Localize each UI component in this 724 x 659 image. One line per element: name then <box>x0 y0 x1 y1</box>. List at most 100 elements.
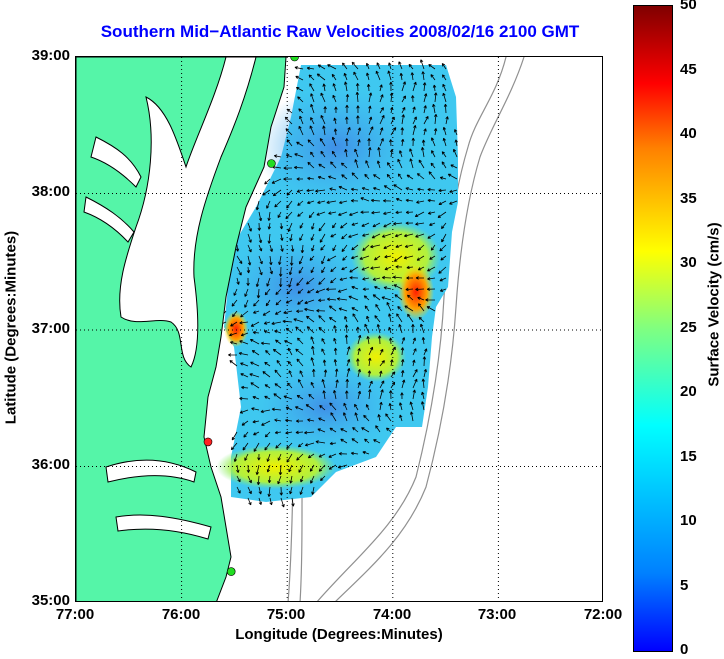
velocity-arrow <box>287 382 293 389</box>
velocity-arrow <box>383 222 392 228</box>
velocity-arrow <box>316 211 326 216</box>
velocity-arrow <box>346 367 351 378</box>
velocity-arrow <box>368 116 373 125</box>
velocity-arrow <box>430 244 436 251</box>
velocity-arrow <box>293 318 304 323</box>
velocity-arrow <box>306 315 315 323</box>
velocity-arrow <box>310 151 315 158</box>
velocity-arrow <box>290 244 295 252</box>
velocity-arrow <box>399 150 403 158</box>
velocity-arrow <box>318 315 326 323</box>
velocity-arrow <box>250 321 260 327</box>
velocity-arrow <box>307 453 315 459</box>
colorbar-tick-label: 15 <box>680 447 697 465</box>
velocity-arrow <box>300 475 304 483</box>
velocity-arrow <box>376 324 381 334</box>
velocity-arrow <box>330 277 337 284</box>
velocity-arrow <box>297 200 304 206</box>
station-marker <box>290 57 299 62</box>
velocity-arrow <box>412 106 416 114</box>
velocity-arrow <box>386 301 392 312</box>
velocity-arrow <box>334 106 338 114</box>
velocity-arrow <box>236 464 240 473</box>
velocity-arrow <box>422 356 427 367</box>
velocity-arrow <box>249 373 260 378</box>
velocity-arrow <box>382 275 392 280</box>
velocity-arrow <box>289 475 293 484</box>
velocity-arrow <box>332 83 337 92</box>
velocity-arrow <box>297 299 304 305</box>
velocity-arrow <box>423 115 429 125</box>
velocity-arrow <box>371 210 381 215</box>
velocity-arrow <box>257 222 261 231</box>
velocity-arrow <box>341 244 348 253</box>
velocity-arrow <box>423 105 427 114</box>
velocity-arrow <box>266 277 271 287</box>
velocity-arrow <box>412 369 418 378</box>
velocity-arrow <box>412 125 417 136</box>
velocity-arrow <box>232 310 238 318</box>
velocity-arrow <box>361 266 370 271</box>
velocity-arrow <box>342 255 348 261</box>
velocity-arrow <box>272 189 282 197</box>
velocity-arrow <box>240 362 249 367</box>
velocity-arrow <box>249 339 260 345</box>
velocity-arrow <box>283 310 293 315</box>
velocity-arrow <box>310 357 315 367</box>
velocity-arrow <box>265 299 271 307</box>
velocity-arrow <box>371 233 381 239</box>
velocity-arrow <box>454 139 458 147</box>
velocity-arrow <box>379 380 385 389</box>
velocity-arrow <box>389 81 393 92</box>
velocity-arrow <box>280 244 284 252</box>
velocity-arrow <box>415 276 425 280</box>
velocity-arrow <box>373 187 381 191</box>
velocity-arrow <box>350 199 359 203</box>
velocity-arrow <box>416 255 425 261</box>
velocity-arrow <box>343 402 348 411</box>
velocity-arrow <box>389 139 393 147</box>
velocity-arrow <box>326 255 337 262</box>
velocity-arrow <box>404 233 414 238</box>
map-plot-area[interactable] <box>75 56 603 602</box>
velocity-arrow <box>304 442 315 447</box>
velocity-arrow <box>411 95 415 103</box>
velocity-arrow <box>231 431 238 441</box>
colorbar-tick-label: 10 <box>680 512 697 529</box>
velocity-arrow <box>349 211 359 216</box>
velocity-arrow <box>360 210 370 214</box>
velocity-arrow <box>412 81 417 92</box>
velocity-arrow <box>379 114 385 125</box>
velocity-arrow <box>418 316 425 323</box>
velocity-arrow <box>412 116 417 125</box>
velocity-arrow <box>362 451 370 455</box>
velocity-arrow <box>351 222 359 226</box>
velocity-arrow <box>333 117 337 125</box>
velocity-arrow <box>308 74 315 81</box>
velocity-arrow <box>308 211 315 219</box>
colorbar-tick-label: 45 <box>680 60 697 78</box>
velocity-arrow <box>274 430 282 435</box>
velocity-arrow <box>328 453 337 458</box>
velocity-arrow <box>246 277 250 286</box>
velocity-arrow <box>383 211 392 215</box>
velocity-arrow <box>271 178 282 184</box>
velocity-arrow <box>280 497 285 508</box>
velocity-arrow <box>339 277 348 281</box>
velocity-arrow <box>310 117 315 125</box>
velocity-arrow <box>364 323 370 334</box>
velocity-arrow <box>288 464 293 473</box>
velocity-arrow <box>346 127 351 136</box>
velocity-arrow <box>330 161 337 169</box>
velocity-arrow <box>297 337 304 345</box>
velocity-arrow <box>350 451 359 456</box>
x-tick-label: 76:00 <box>161 606 201 623</box>
velocity-arrow <box>335 379 339 389</box>
velocity-arrow <box>318 277 326 285</box>
velocity-arrow <box>372 222 381 228</box>
velocity-arrow <box>368 389 372 400</box>
velocity-arrow <box>374 255 381 261</box>
velocity-arrow <box>250 361 260 367</box>
velocity-arrow <box>399 72 404 81</box>
velocity-arrow <box>320 244 326 251</box>
